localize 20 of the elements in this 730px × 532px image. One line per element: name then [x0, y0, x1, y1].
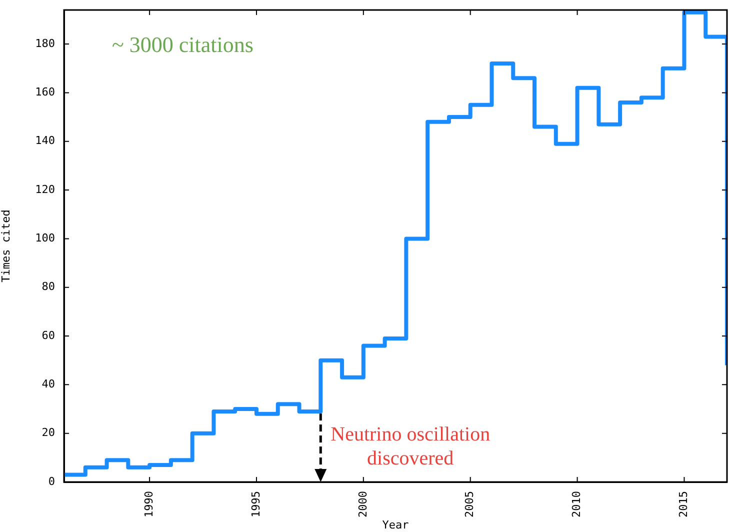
y-tick-label: 140: [35, 134, 55, 148]
y-tick-label: 0: [48, 474, 55, 488]
x-tick-label: 1995: [249, 491, 262, 518]
annotation: Neutrino oscillation discovered: [330, 424, 490, 470]
y-tick-label: 100: [35, 232, 55, 245]
y-tick-label: 80: [42, 280, 55, 294]
annotation: ~ 3000 citations: [112, 32, 254, 57]
x-tick-label: 2010: [570, 491, 584, 518]
x-tick-label: 1990: [142, 491, 156, 518]
y-tick-label: 20: [42, 426, 55, 440]
x-tick-label: 2015: [677, 491, 690, 518]
y-tick-label: 160: [35, 86, 55, 99]
x-axis-title: Year: [382, 518, 410, 532]
x-tick-label: 2005: [463, 491, 476, 518]
y-tick-label: 180: [35, 36, 55, 50]
y-tick-label: 60: [42, 328, 55, 342]
y-tick-label: 120: [35, 182, 55, 196]
x-tick-label: 2000: [356, 491, 370, 518]
y-axis-title: Times cited: [0, 210, 12, 282]
y-tick-label: 40: [42, 378, 55, 391]
